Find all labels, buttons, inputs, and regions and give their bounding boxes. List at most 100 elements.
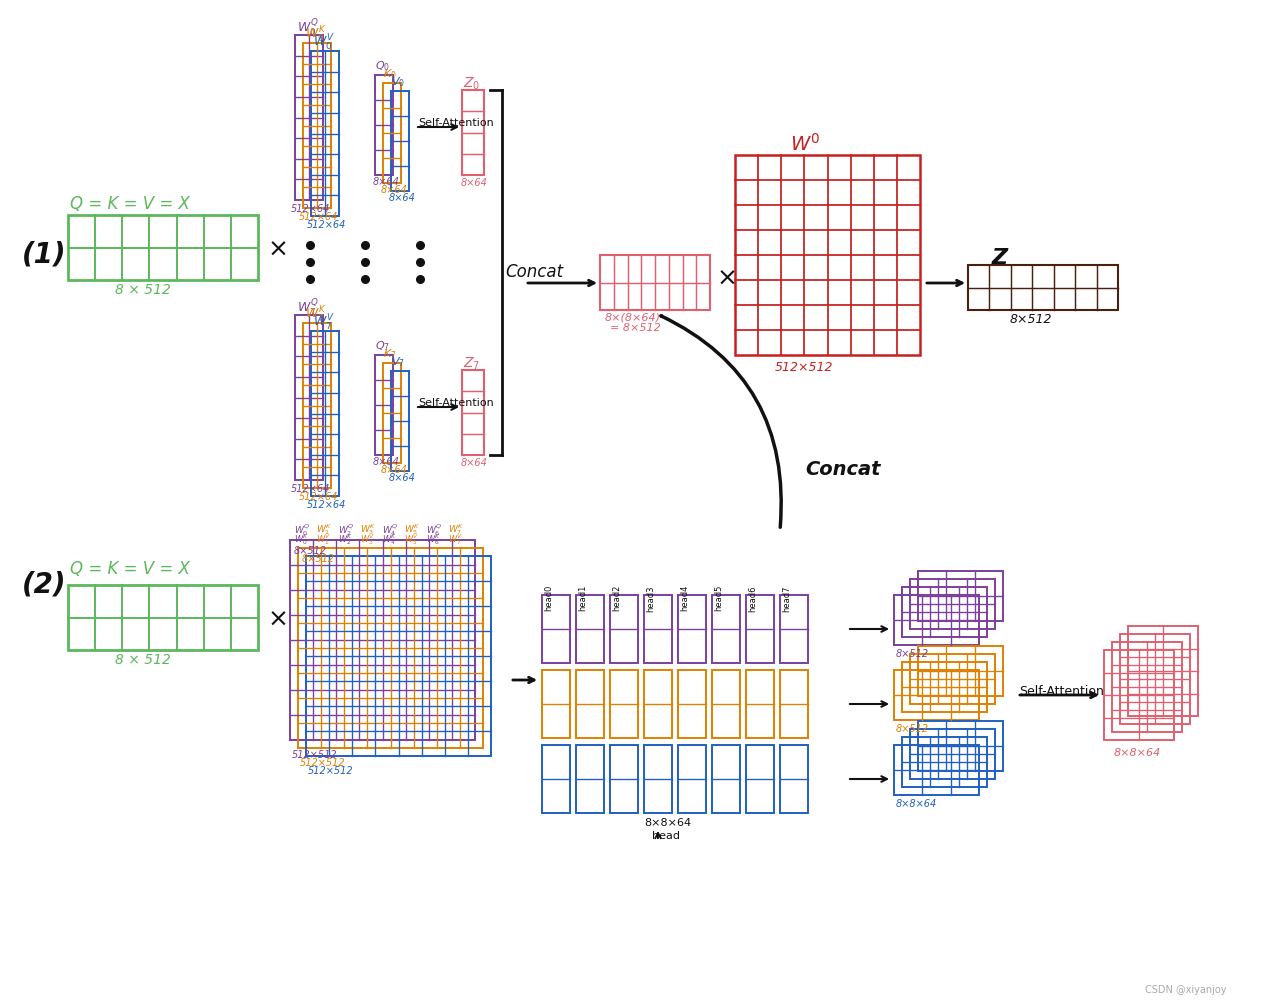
Bar (894, 745, 979, 795)
Text: head3: head3 (645, 585, 656, 611)
Text: 512×512: 512×512 (775, 361, 833, 374)
Bar (462, 370, 484, 455)
Bar (780, 745, 808, 813)
Bar (713, 595, 741, 663)
Text: $W_7^V$: $W_7^V$ (448, 532, 463, 547)
Text: ×: × (268, 608, 289, 632)
Text: $K_7$: $K_7$ (383, 347, 397, 361)
Text: 512×64: 512×64 (290, 484, 331, 494)
Text: 8×(8×64): 8×(8×64) (605, 312, 661, 322)
Text: 512×64: 512×64 (290, 204, 331, 214)
Bar (910, 579, 995, 629)
Bar (746, 745, 773, 813)
Text: CSDN @xiyanjoy: CSDN @xiyanjoy (1145, 985, 1226, 995)
Bar (576, 745, 604, 813)
Bar (375, 75, 393, 175)
Text: 8×8×64: 8×8×64 (1115, 748, 1161, 758)
Text: $W_3^V$: $W_3^V$ (360, 532, 375, 547)
Bar (391, 91, 410, 191)
Text: 8×512: 8×512 (294, 546, 327, 556)
Bar (713, 670, 741, 738)
Text: 8×64: 8×64 (462, 458, 488, 468)
Text: $W_7^Q$: $W_7^Q$ (297, 297, 318, 318)
Text: 8×8×64: 8×8×64 (644, 818, 691, 828)
Bar (610, 745, 638, 813)
Text: (2): (2) (22, 570, 66, 598)
Bar (68, 215, 257, 280)
Text: head2: head2 (612, 585, 621, 611)
Text: $W_7^V$: $W_7^V$ (313, 313, 335, 333)
Text: 8×64: 8×64 (389, 473, 416, 483)
Bar (780, 595, 808, 663)
Text: $W_5^V$: $W_5^V$ (404, 532, 420, 547)
Text: ×: × (716, 267, 738, 291)
Text: $W_6^Q$: $W_6^Q$ (426, 522, 443, 538)
Bar (610, 595, 638, 663)
Text: $K_0$: $K_0$ (383, 67, 397, 81)
Text: head7: head7 (782, 585, 791, 611)
Text: ×: × (268, 238, 289, 262)
Text: 512×64: 512×64 (307, 220, 346, 230)
Text: 8×64: 8×64 (380, 185, 408, 195)
Text: $W_7^K$: $W_7^K$ (448, 522, 464, 537)
Bar (902, 587, 987, 637)
Bar (894, 595, 979, 645)
Bar (780, 670, 808, 738)
Text: 8×512: 8×512 (1011, 313, 1052, 326)
Text: 8×64: 8×64 (373, 177, 399, 187)
Text: Z: Z (992, 248, 1008, 268)
Text: $W_0^Q$: $W_0^Q$ (294, 522, 311, 538)
Bar (918, 721, 1003, 771)
Bar (678, 595, 706, 663)
Bar (541, 670, 571, 738)
Text: Self-Attention: Self-Attention (418, 398, 493, 408)
Text: 512×512: 512×512 (292, 750, 337, 760)
Bar (295, 315, 323, 480)
Text: 8×512: 8×512 (302, 554, 335, 564)
Text: $W_0^V$: $W_0^V$ (313, 33, 335, 53)
Bar (576, 595, 604, 663)
Text: $W_1^V$: $W_1^V$ (316, 532, 331, 547)
Bar (311, 331, 339, 496)
Text: 8×512: 8×512 (896, 649, 929, 659)
Text: $Q_0$: $Q_0$ (375, 59, 391, 73)
Text: head6: head6 (748, 585, 757, 611)
Text: 8×64: 8×64 (380, 465, 408, 475)
Bar (746, 595, 773, 663)
Bar (298, 548, 483, 748)
Bar (918, 646, 1003, 696)
Text: 8×8×64: 8×8×64 (896, 799, 937, 809)
Bar (1112, 642, 1182, 732)
Text: head4: head4 (680, 585, 689, 611)
Text: 8×64: 8×64 (389, 193, 416, 203)
Bar (600, 255, 710, 310)
Text: 8×512: 8×512 (896, 724, 929, 734)
Bar (894, 670, 979, 720)
Bar (644, 670, 672, 738)
Bar (746, 670, 773, 738)
Text: $W_3^K$: $W_3^K$ (360, 522, 377, 537)
Text: 8×64: 8×64 (462, 178, 488, 188)
Text: 8×64: 8×64 (373, 457, 399, 467)
Text: Concat: Concat (805, 460, 880, 479)
Bar (910, 729, 995, 779)
Text: 512×64: 512×64 (299, 492, 339, 502)
Bar (576, 670, 604, 738)
Bar (678, 670, 706, 738)
Bar (910, 654, 995, 704)
Text: head: head (652, 831, 680, 841)
Bar (902, 737, 987, 787)
Text: $W_6^K$: $W_6^K$ (426, 532, 441, 547)
Bar (918, 571, 1003, 621)
Text: $W_2^Q$: $W_2^Q$ (339, 522, 354, 538)
Text: 512×512: 512×512 (301, 758, 346, 768)
Text: head0: head0 (544, 585, 553, 611)
Text: $W_4^Q$: $W_4^Q$ (382, 522, 398, 538)
Text: 512×512: 512×512 (308, 766, 354, 776)
Bar (68, 585, 257, 650)
Bar (541, 595, 571, 663)
Text: $W_5^K$: $W_5^K$ (404, 522, 420, 537)
Bar (375, 355, 393, 455)
Text: $V_7$: $V_7$ (391, 355, 404, 369)
Text: head5: head5 (714, 585, 723, 611)
